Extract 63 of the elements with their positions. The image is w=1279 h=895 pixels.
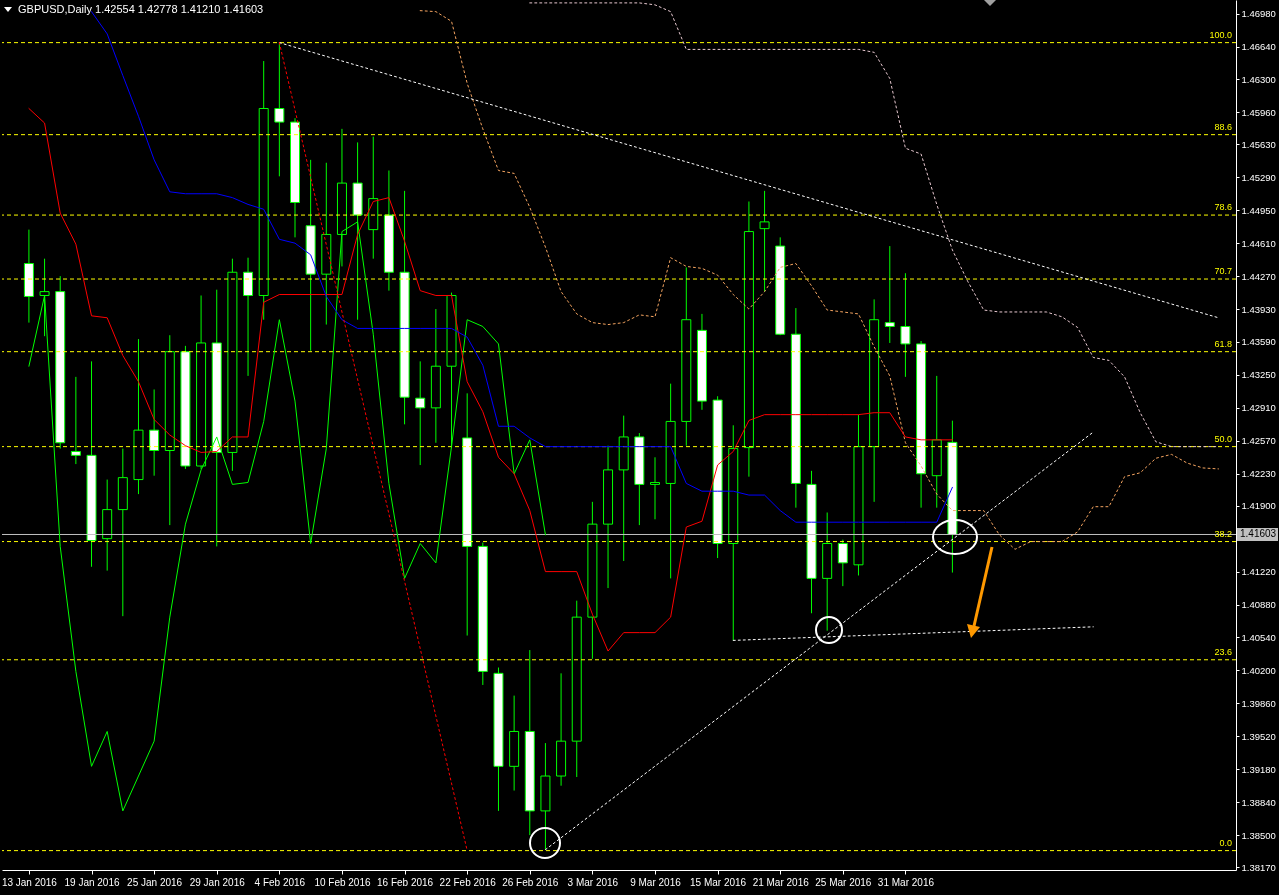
candlestick [149,388,160,477]
annotation: 50.0 [1214,433,1232,444]
candlestick [415,360,426,466]
x-tick-label: 22 Feb 2016 [439,876,497,888]
candlestick [650,456,660,520]
y-tick-label: 1.42570 [1241,435,1276,447]
x-tick-label: 16 Feb 2016 [376,876,434,888]
y-tick-label: 1.46640 [1241,41,1276,52]
annotation: 0.0 [1219,837,1232,848]
candlestick [39,258,50,337]
y-tick-label: 1.39860 [1241,697,1276,709]
y-tick-label: 1.41220 [1241,566,1276,578]
line-series [91,11,953,523]
x-tick-label: 3 Mar 2016 [567,876,619,888]
candlestick [837,539,848,587]
y-tick-label: 1.43930 [1241,303,1276,315]
annotation: 23.6 [1214,646,1232,657]
x-tick-label: 19 Jan 2016 [64,876,120,888]
y-tick-label: 1.43590 [1241,336,1276,348]
y-tick-label: 1.40200 [1241,664,1276,676]
y-tick-label: 1.45290 [1241,171,1276,183]
y-tick-label: 1.39180 [1241,763,1276,775]
x-tick-label: 21 Mar 2016 [752,876,810,888]
candlestick [243,257,254,377]
candlestick [759,190,770,293]
x-tick-label: 4 Feb 2016 [254,876,306,888]
x-tick-label: 15 Mar 2016 [690,876,747,888]
y-tick-label: 1.44270 [1241,270,1276,282]
annotation: 70.7 [1214,266,1232,277]
y-tick-label: 1.38500 [1241,829,1276,841]
chart-title: GBPUSD,Daily 1.42554 1.42778 1.41210 1.41603 [18,3,264,15]
x-tick-label: 25 Mar 2016 [815,876,872,888]
annotation: 88.6 [1214,121,1232,132]
y-tick-label: 1.42910 [1241,402,1276,414]
x-tick-label: 31 Mar 2016 [877,876,935,888]
ref-line-label: 1.41603 [1240,528,1277,540]
x-tick-label: 29 Jan 2016 [189,876,246,888]
y-tick-label: 1.39520 [1241,730,1276,742]
candlestick [884,245,895,344]
y-tick-label: 1.44610 [1241,237,1276,249]
candlestick [70,376,81,465]
y-tick-label: 1.46300 [1241,73,1276,85]
y-tick-label: 1.45630 [1241,138,1276,150]
annotation: 100.0 [1209,29,1232,40]
x-tick-label: 25 Jan 2016 [127,876,183,888]
y-tick-label: 1.46980 [1241,8,1276,20]
annotation: 78.6 [1214,202,1232,213]
y-tick-label: 1.45960 [1241,106,1276,118]
y-tick-label: 1.43250 [1241,369,1276,381]
x-tick-label: 26 Feb 2016 [502,876,559,888]
y-tick-label: 1.40540 [1241,631,1276,643]
annotation: 61.8 [1214,338,1232,349]
y-tick-label: 1.40880 [1241,599,1276,611]
candlestick [900,272,911,378]
y-tick-label: 1.42230 [1241,468,1276,480]
candlestick [274,42,285,177]
x-tick-label: 9 Mar 2016 [630,876,682,888]
y-tick-label: 1.41900 [1241,500,1276,512]
y-tick-label: 1.44950 [1241,204,1276,216]
y-tick-label: 1.38840 [1241,796,1276,808]
x-tick-label: 10 Feb 2016 [314,876,371,888]
y-tick-label: 1.38170 [1241,861,1276,873]
x-tick-label: 13 Jan 2016 [1,876,58,888]
